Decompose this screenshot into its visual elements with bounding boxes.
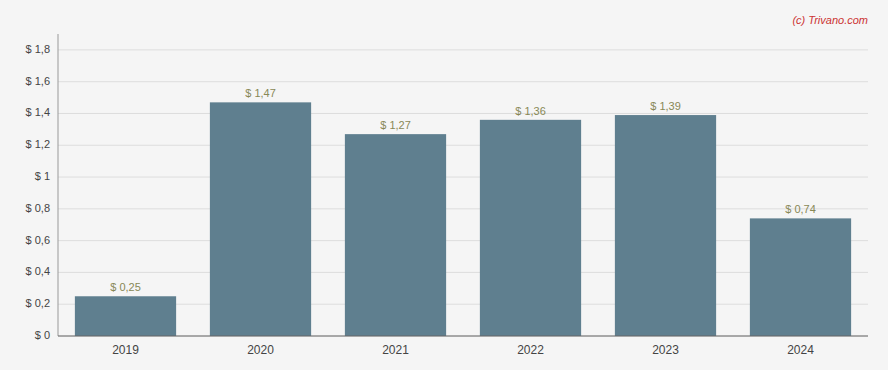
x-tick-label: 2022 bbox=[517, 343, 544, 357]
grid-line bbox=[58, 208, 868, 209]
grid-line bbox=[58, 49, 868, 50]
grid-line bbox=[58, 81, 868, 82]
x-tick-label: 2021 bbox=[382, 343, 409, 357]
y-tick-label: $ 0,4 bbox=[26, 265, 50, 277]
y-tick-label: $ 1 bbox=[35, 170, 50, 182]
y-axis-line bbox=[58, 34, 59, 336]
y-tick-label: $ 1,6 bbox=[26, 75, 50, 87]
data-label: $ 1,39 bbox=[650, 100, 681, 112]
y-tick-label: $ 1,4 bbox=[26, 106, 50, 118]
y-tick-labels: $ 0 $ 0,2 $ 0,4 $ 0,6 $ 0,8 $ 1 $ 1,2 $ 1,4 $ 1,… bbox=[26, 43, 50, 341]
chart-container: $ 0 $ 0,2 $ 0,4 $ 0,6 $ 0,8 $ 1 $ 1,2 $ 1,4 $ 1,… bbox=[0, 0, 888, 370]
bar bbox=[345, 134, 446, 336]
x-tick-label: 2019 bbox=[112, 343, 139, 357]
grid-line bbox=[58, 145, 868, 146]
grid-line bbox=[58, 272, 868, 273]
grid-line bbox=[58, 177, 868, 178]
watermark: (c) Trivano.com bbox=[792, 14, 868, 26]
x-tick-label: 2023 bbox=[652, 343, 679, 357]
y-tick-label: $ 0 bbox=[35, 329, 50, 341]
chart: $ 0 $ 0,2 $ 0,4 $ 0,6 $ 0,8 $ 1 $ 1,2 $ 1,4 $ 1,… bbox=[0, 0, 888, 370]
bar bbox=[615, 115, 716, 336]
data-label: $ 1,36 bbox=[515, 105, 546, 117]
y-tick-label: $ 1,8 bbox=[26, 43, 50, 55]
background bbox=[0, 0, 888, 370]
y-tick-label: $ 1,2 bbox=[26, 138, 50, 150]
bar bbox=[210, 102, 311, 336]
data-labels: $ 0,25 $ 1,47 $ 1,27 $ 1,36 $ 1,39 $ 0,74 bbox=[110, 87, 816, 293]
bar bbox=[480, 120, 581, 336]
x-tick-labels: 2019 2020 2021 2022 2023 2024 bbox=[112, 343, 814, 357]
grid-line bbox=[58, 113, 868, 114]
y-tick-label: $ 0,8 bbox=[26, 202, 50, 214]
data-label: $ 1,47 bbox=[245, 87, 276, 99]
grid-line bbox=[58, 336, 868, 337]
data-label: $ 0,74 bbox=[785, 203, 816, 215]
data-label: $ 0,25 bbox=[110, 281, 141, 293]
bars bbox=[75, 102, 851, 336]
y-grid bbox=[58, 50, 868, 336]
x-tick-label: 2024 bbox=[787, 343, 814, 357]
bar bbox=[75, 296, 176, 336]
y-tick-label: $ 0,6 bbox=[26, 234, 50, 246]
y-tick-label: $ 0,2 bbox=[26, 297, 50, 309]
data-label: $ 1,27 bbox=[380, 119, 411, 131]
grid-line bbox=[58, 304, 868, 305]
x-tick-label: 2020 bbox=[247, 343, 274, 357]
grid-line bbox=[58, 240, 868, 241]
x-axis-line bbox=[58, 336, 868, 337]
bar bbox=[750, 218, 851, 336]
